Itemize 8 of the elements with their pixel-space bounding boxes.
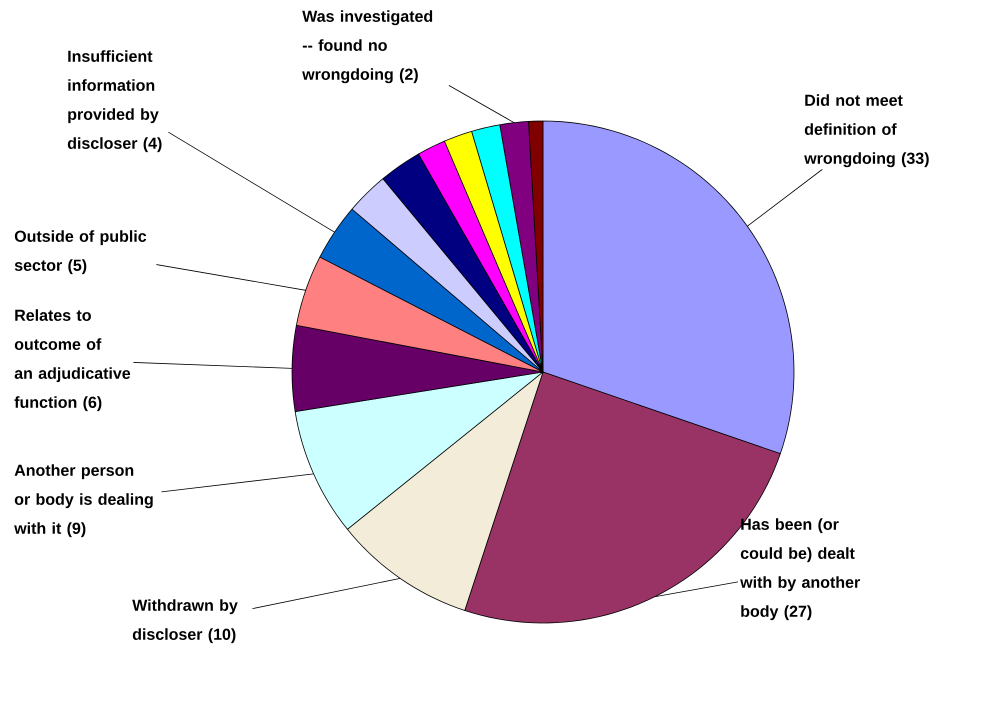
slice-label: Another person or body is dealing with it (9) xyxy=(14,464,153,538)
slice-label: Has been (or could be) dealt with by another body (27) xyxy=(740,518,860,620)
slice-label: Insufficient information provided by discloser (4) xyxy=(68,50,162,152)
slice-label: Withdrawn by discloser (10) xyxy=(132,599,238,644)
slice-label: Relates to outcome of an adjudicative function (6) xyxy=(14,309,130,412)
slice-label: Did not meet definition of wrongdoing (33) xyxy=(804,94,929,168)
slice-label: Outside of public sector (5) xyxy=(14,230,146,274)
slice-label: Was investigated -- found no wrongdoing (2) xyxy=(302,10,432,84)
